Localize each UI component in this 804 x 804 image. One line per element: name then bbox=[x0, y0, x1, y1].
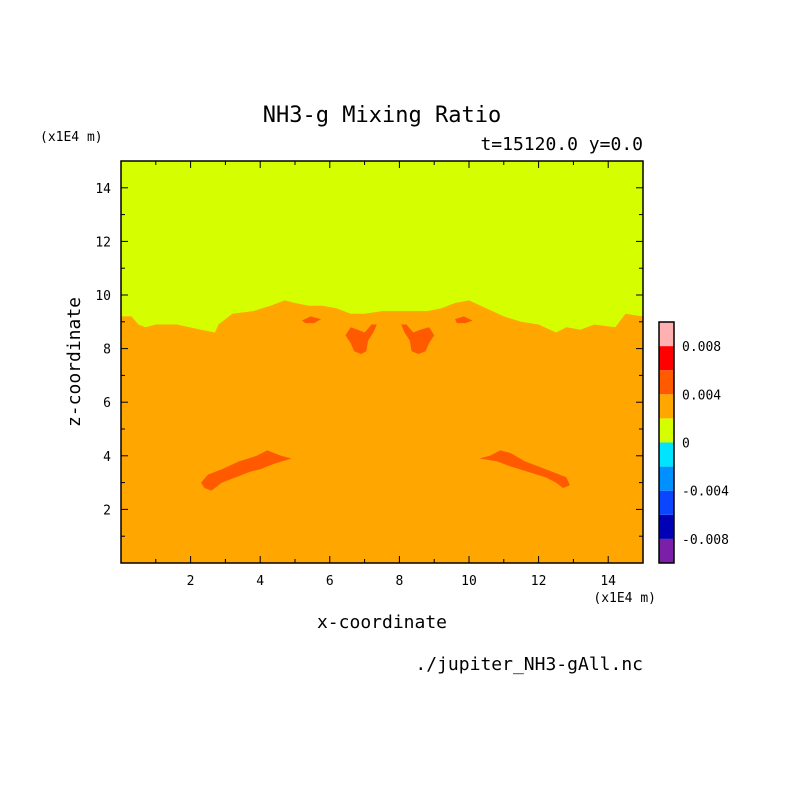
x-tick-label: 6 bbox=[326, 574, 334, 589]
colorbar-swatch bbox=[659, 538, 674, 563]
region-left-plume bbox=[201, 450, 292, 491]
y-tick-label: 6 bbox=[103, 396, 111, 411]
y-axis-label: z-coordinate bbox=[64, 297, 85, 427]
region-right-core bbox=[401, 324, 435, 354]
x-tick-label: 2 bbox=[187, 574, 195, 589]
x-tick-label: 8 bbox=[395, 574, 403, 589]
colorbar-swatch bbox=[659, 394, 674, 419]
y-tick-label: 4 bbox=[103, 450, 111, 465]
colorbar-frame bbox=[658, 321, 675, 564]
y-tick-label: 2 bbox=[103, 503, 111, 518]
x-tick-label: 4 bbox=[256, 574, 264, 589]
colorbar-swatch bbox=[659, 490, 674, 515]
plot-frame bbox=[120, 160, 644, 564]
colorbar-swatch bbox=[659, 418, 674, 443]
colorbar-label: 0.004 bbox=[682, 388, 721, 403]
region-right-plume bbox=[479, 450, 570, 488]
region-right-patch bbox=[455, 316, 473, 324]
y-tick-label: 10 bbox=[95, 289, 111, 304]
colorbar-swatch bbox=[659, 370, 674, 395]
colorbar: 0.008 0.004 0 -0.004 -0.008 bbox=[658, 321, 729, 564]
x-tick-label: 12 bbox=[531, 574, 547, 589]
colorbar-swatch bbox=[659, 346, 674, 371]
x-tick-label: 14 bbox=[600, 574, 616, 589]
colorbar-swatch bbox=[659, 514, 674, 539]
colorbar-swatch bbox=[659, 442, 674, 467]
y-tick-label: 8 bbox=[103, 343, 111, 358]
y-tick-label: 14 bbox=[95, 182, 111, 197]
colorbar-label: 0.008 bbox=[682, 340, 721, 355]
colorbar-swatch bbox=[659, 466, 674, 491]
plot-area bbox=[121, 161, 643, 563]
colorbar-label: -0.004 bbox=[682, 485, 729, 500]
region-left-patch bbox=[302, 316, 322, 324]
x-axis-label: x-coordinate bbox=[317, 612, 447, 633]
colorbar-swatch bbox=[659, 322, 674, 347]
region-upper-layer bbox=[121, 161, 643, 333]
y-tick-label: 12 bbox=[95, 235, 111, 250]
colorbar-label: 0 bbox=[682, 437, 690, 452]
chart-title: NH3-g Mixing Ratio bbox=[263, 103, 501, 128]
axes: 2 4 6 8 10 12 14 2 4 6 8 10 12 14 bbox=[95, 160, 644, 589]
colorbar-label: -0.008 bbox=[682, 533, 729, 548]
y-unit-label: (x1E4 m) bbox=[40, 130, 103, 145]
region-left-core bbox=[345, 324, 377, 354]
source-file-label: ./jupiter_NH3-gAll.nc bbox=[415, 654, 643, 675]
x-unit-label: (x1E4 m) bbox=[593, 591, 656, 606]
x-tick-label: 10 bbox=[461, 574, 477, 589]
chart-subtitle: t=15120.0 y=0.0 bbox=[480, 134, 643, 155]
